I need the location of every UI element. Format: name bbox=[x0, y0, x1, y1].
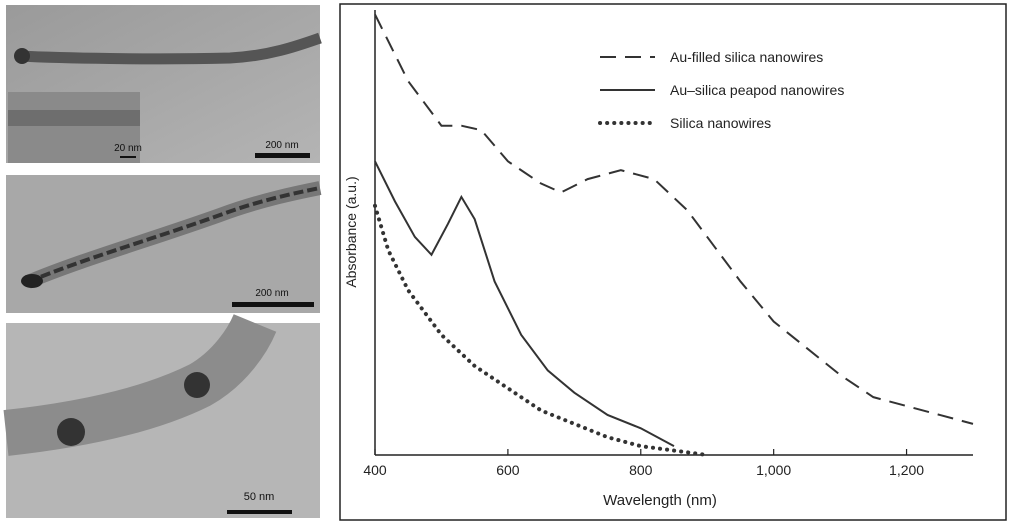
scale-label: 200 nm bbox=[265, 140, 298, 151]
x-axis-label: Wavelength (nm) bbox=[603, 492, 717, 509]
chart-frame bbox=[339, 3, 1007, 521]
series-line bbox=[374, 14, 974, 425]
scale-label: 200 nm bbox=[255, 288, 288, 299]
y-axis-label: Absorbance (a.u.) bbox=[343, 176, 359, 287]
legend-label: Au-filled silica nanowires bbox=[670, 49, 823, 65]
x-tick-label: 600 bbox=[496, 462, 520, 478]
x-tick-label: 1,200 bbox=[889, 462, 924, 478]
tem-panel: 200 nm bbox=[6, 175, 322, 313]
scale-label: 20 nm bbox=[114, 143, 142, 154]
tem-panel: 20 nm 200 nm bbox=[6, 5, 322, 163]
x-tick-label: 400 bbox=[363, 462, 387, 478]
tem-panel: 50 nm bbox=[3, 313, 320, 518]
scale-label: 50 nm bbox=[244, 491, 275, 503]
x-tick-label: 800 bbox=[629, 462, 653, 478]
legend-label: Au–silica peapod nanowires bbox=[670, 82, 844, 98]
x-tick-label: 1,000 bbox=[756, 462, 791, 478]
series-line bbox=[374, 160, 675, 447]
legend-label: Silica nanowires bbox=[670, 115, 771, 131]
series-line bbox=[373, 203, 710, 457]
